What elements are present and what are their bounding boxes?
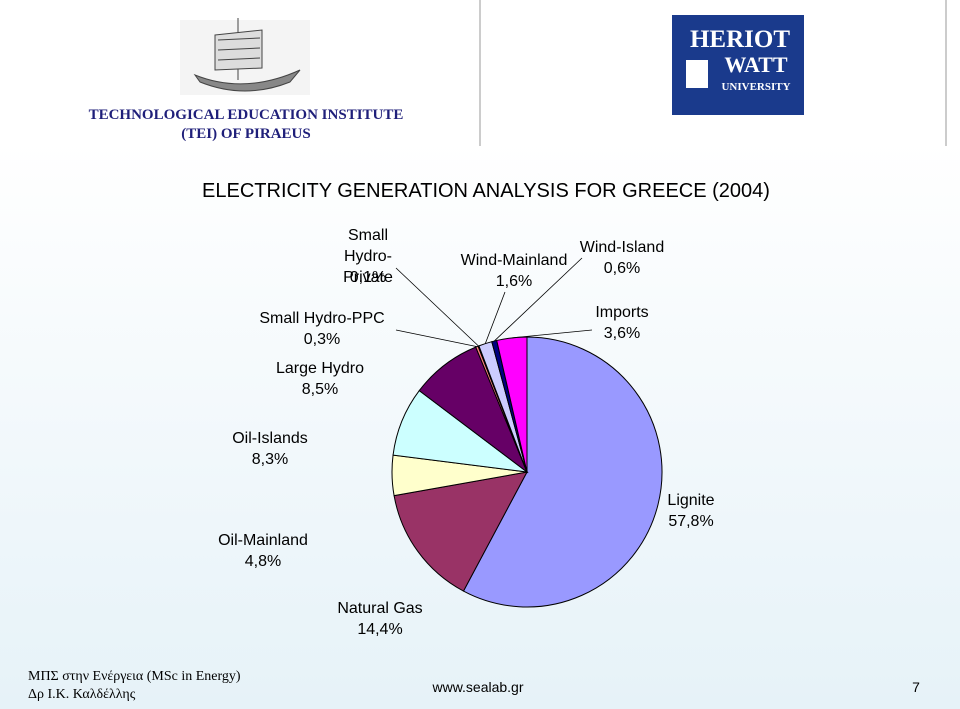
slice-label: Oil-Mainland — [218, 532, 308, 549]
leader-line — [493, 257, 583, 342]
slice-label: Wind-Island — [579, 239, 665, 256]
footer-course: ΜΠΣ στην Ενέργεια (MSc in Energy) — [28, 669, 241, 684]
leader-line — [484, 291, 506, 344]
slice-value: 4,8% — [244, 553, 282, 570]
slice-value: 14,4% — [357, 621, 403, 638]
slice-label: Imports — [595, 304, 649, 321]
slice-value: 0,1% — [349, 269, 387, 286]
pie-slice — [393, 471, 528, 592]
page-number: 7 — [912, 679, 920, 695]
slice-value: 0,6% — [603, 260, 641, 277]
slice-value: 1,6% — [495, 273, 533, 290]
slice-label: Wind-Mainland — [460, 252, 568, 269]
slice-label: Lignite — [667, 492, 715, 509]
slice-value: 8,3% — [251, 451, 289, 468]
chart-title: ELECTRICITY GENERATION ANALYSIS FOR GREE… — [202, 180, 770, 202]
institute-name: (TEI) OF PIRAEUS — [181, 126, 310, 142]
slice-label: Small Hydro-PPC — [259, 310, 385, 327]
leader-line — [395, 329, 477, 348]
institute-name: TECHNOLOGICAL EDUCATION INSTITUTE — [89, 107, 404, 123]
slice-value: 57,8% — [668, 513, 714, 530]
slice-label: Large Hydro — [275, 360, 365, 377]
slice-label: Small Hydro-Private — [343, 227, 393, 286]
slice-label: Oil-Islands — [232, 430, 308, 447]
ship-logo — [180, 18, 310, 95]
leader-line — [395, 267, 479, 347]
logo-text: HERIOT — [690, 26, 790, 53]
slice-value: 3,6% — [603, 325, 641, 342]
slice-value: 0,3% — [303, 331, 341, 348]
slice-value: 8,5% — [301, 381, 339, 398]
pie-slice — [496, 336, 528, 473]
footer-author: Δρ Ι.Κ. Καλδέλλης — [28, 687, 136, 702]
logo-crest — [686, 60, 708, 88]
slice-label: Natural Gas — [337, 600, 423, 617]
logo-text: WATT — [724, 52, 787, 77]
logo-text: UNIVERSITY — [721, 81, 790, 93]
footer-website: www.sealab.gr — [431, 679, 523, 695]
leader-line — [511, 329, 593, 339]
pie-slice — [462, 336, 663, 608]
